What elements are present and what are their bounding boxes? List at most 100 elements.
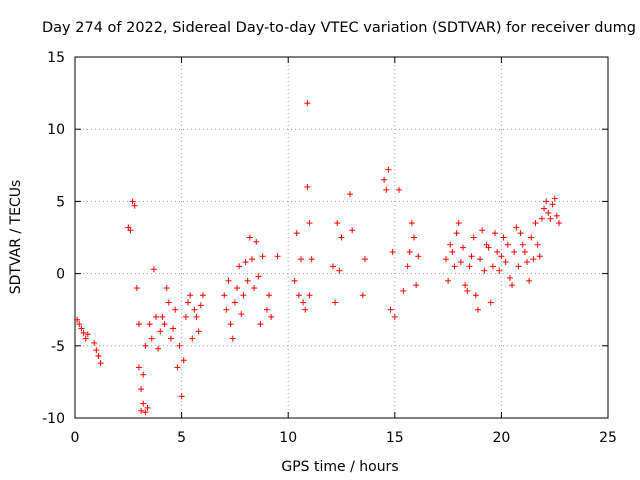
data-point xyxy=(526,277,533,284)
data-point xyxy=(304,100,311,107)
data-point xyxy=(304,183,311,190)
data-point xyxy=(504,241,511,248)
data-point xyxy=(95,352,102,359)
data-point xyxy=(231,299,238,306)
data-point xyxy=(84,331,91,338)
data-point xyxy=(135,364,142,371)
data-point xyxy=(415,253,422,260)
data-point xyxy=(396,186,403,193)
data-point xyxy=(150,266,157,273)
data-point xyxy=(253,238,260,245)
data-point xyxy=(159,313,166,320)
data-point xyxy=(389,248,396,255)
data-point xyxy=(306,292,313,299)
data-point xyxy=(146,321,153,328)
data-point xyxy=(167,335,174,342)
data-point xyxy=(496,267,503,274)
y-tick-label: 0 xyxy=(56,267,65,283)
data-point xyxy=(543,198,550,205)
data-point xyxy=(485,244,492,251)
data-point xyxy=(131,202,138,209)
data-point xyxy=(197,302,204,309)
data-point xyxy=(336,267,343,274)
data-point xyxy=(509,282,516,289)
data-point xyxy=(138,407,145,414)
data-point xyxy=(329,263,336,270)
data-point xyxy=(246,234,253,241)
data-point xyxy=(133,285,140,292)
data-point xyxy=(176,342,183,349)
data-point xyxy=(97,360,104,367)
data-point xyxy=(274,253,281,260)
data-point xyxy=(447,241,454,248)
data-point xyxy=(519,241,526,248)
y-tick-label: 15 xyxy=(47,50,65,66)
data-point xyxy=(470,234,477,241)
data-point xyxy=(255,273,262,280)
data-point xyxy=(138,386,145,393)
x-tick-label: 20 xyxy=(492,430,510,446)
data-point xyxy=(302,306,309,313)
data-point xyxy=(334,220,341,227)
data-point xyxy=(468,253,475,260)
data-point xyxy=(553,212,560,219)
data-point xyxy=(442,256,449,263)
data-point xyxy=(293,230,300,237)
y-axis-label: SDTVAR / TECUs xyxy=(8,180,24,295)
data-point xyxy=(400,287,407,294)
data-point xyxy=(462,282,469,289)
data-point xyxy=(187,292,194,299)
data-point xyxy=(445,277,452,284)
data-point xyxy=(297,256,304,263)
data-point xyxy=(487,299,494,306)
data-point xyxy=(551,195,558,202)
data-point xyxy=(263,306,270,313)
data-point xyxy=(142,342,149,349)
data-point xyxy=(515,263,522,270)
x-axis-label: GPS time / hours xyxy=(281,459,398,475)
x-tick-label: 5 xyxy=(177,430,186,446)
data-point xyxy=(295,292,302,299)
data-point xyxy=(549,201,556,208)
data-point xyxy=(449,248,456,255)
data-point xyxy=(142,409,149,416)
data-point xyxy=(359,292,366,299)
data-point xyxy=(528,234,535,241)
data-point xyxy=(349,227,356,234)
data-point xyxy=(460,244,467,251)
data-point xyxy=(300,299,307,306)
data-point xyxy=(266,292,273,299)
data-point xyxy=(182,313,189,320)
data-point xyxy=(248,256,255,263)
data-point xyxy=(236,263,243,270)
data-point xyxy=(223,306,230,313)
data-point xyxy=(195,328,202,335)
chart-title: Day 274 of 2022, Sidereal Day-to-day VTE… xyxy=(42,20,636,36)
data-point xyxy=(234,285,241,292)
data-point xyxy=(472,292,479,299)
data-point xyxy=(163,285,170,292)
axis-ticks xyxy=(74,56,609,419)
data-point xyxy=(268,313,275,320)
data-point xyxy=(511,248,518,255)
data-point xyxy=(148,335,155,342)
data-point xyxy=(189,335,196,342)
x-tick-label: 15 xyxy=(386,430,404,446)
data-point xyxy=(191,306,198,313)
tick-labels: 0 5 10 15 20 25 -10 -5 0 5 10 15 xyxy=(42,50,617,446)
data-point xyxy=(474,306,481,313)
data-point xyxy=(502,259,509,266)
data-point xyxy=(555,220,562,227)
data-point xyxy=(530,256,537,263)
data-point xyxy=(506,274,513,281)
data-point xyxy=(221,292,228,299)
data-point xyxy=(498,253,505,260)
data-point xyxy=(513,224,520,231)
data-point xyxy=(180,357,187,364)
data-points xyxy=(74,100,562,416)
data-point xyxy=(242,259,249,266)
x-tick-label: 25 xyxy=(599,430,617,446)
y-tick-label: -10 xyxy=(42,411,65,427)
data-point xyxy=(306,220,313,227)
